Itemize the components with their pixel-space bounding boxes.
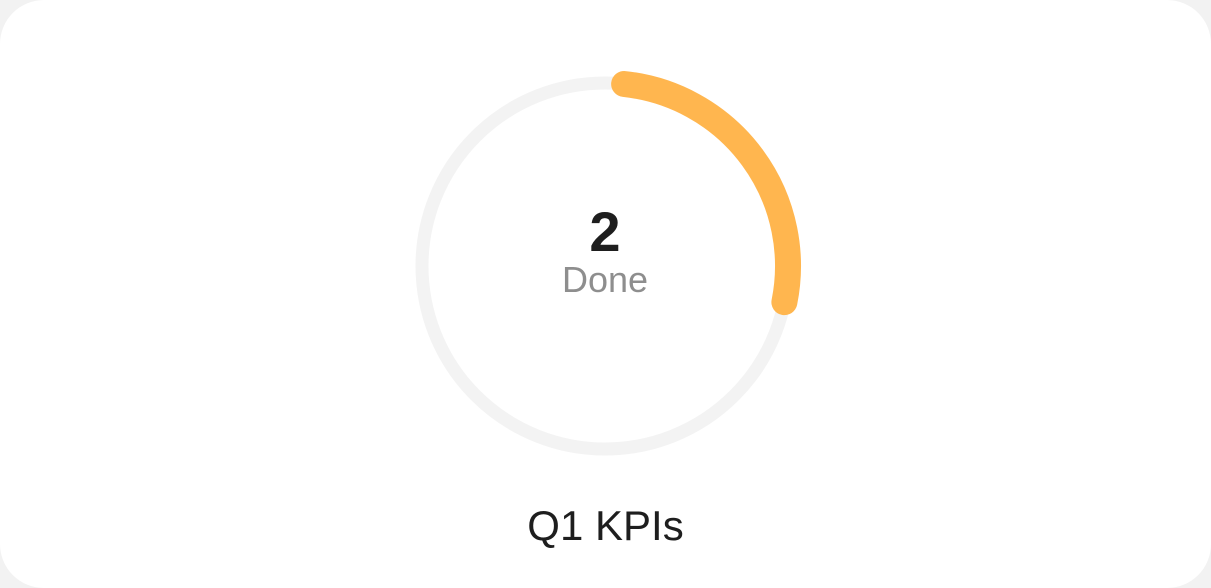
done-label: Done [561, 259, 649, 300]
widget-title: Q1 KPIs [527, 502, 684, 549]
done-count: 2 [589, 200, 621, 263]
progress-center: 2 Done [405, 200, 805, 302]
progress-ring-arc [611, 71, 801, 316]
